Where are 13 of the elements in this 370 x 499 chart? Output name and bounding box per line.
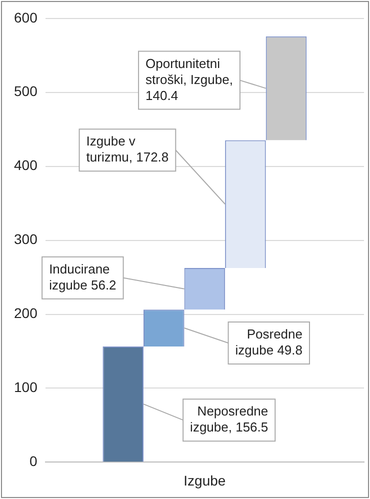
data-label: Inducirane izgube 56.2 <box>49 261 116 292</box>
y-tick-label: 200 <box>14 305 38 322</box>
x-tick-label: Izgube <box>184 472 226 488</box>
data-label: Neposredne izgube, 156.5 <box>190 404 268 435</box>
y-tick-label: 100 <box>14 379 38 396</box>
y-tick-label: 0 <box>30 453 38 470</box>
data-label: Posredne izgube 49.8 <box>235 326 303 358</box>
y-tick-label: 600 <box>14 9 38 26</box>
data-label: Izgube v turizmu, 172.8 <box>86 134 169 165</box>
y-tick-label: 500 <box>14 83 38 100</box>
y-tick-label: 400 <box>14 157 38 174</box>
data-label: Oportunitetni stroški, Izgube, 140.4 <box>146 56 233 103</box>
y-tick-label: 300 <box>14 231 38 248</box>
